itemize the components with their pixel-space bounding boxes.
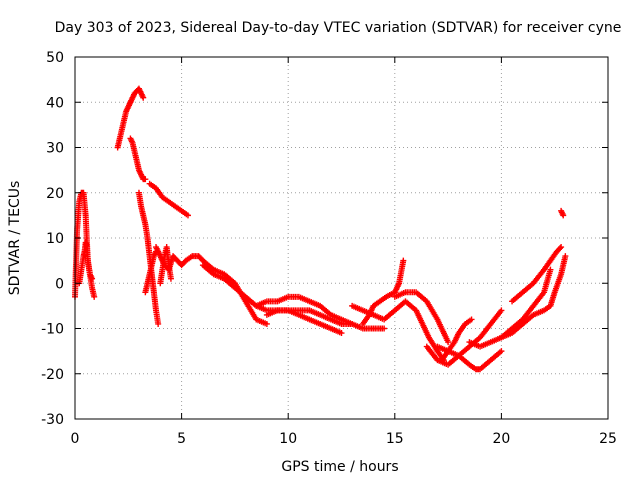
x-tick-label: 25 <box>599 431 617 447</box>
series-s5 <box>146 180 191 219</box>
series-s10 <box>199 257 270 327</box>
x-axis-label: GPS time / hours <box>281 459 398 475</box>
data-point <box>547 266 554 273</box>
data-point <box>400 257 407 264</box>
series-s13 <box>263 307 388 332</box>
y-tick-label: -10 <box>41 322 64 338</box>
data-point <box>155 320 162 327</box>
series-s2 <box>76 239 96 287</box>
axis-ticks: 0 5 10 15 20 25 -30 -20 -10 0 10 20 30 40 50 <box>41 50 617 447</box>
y-tick-label: 20 <box>46 186 64 202</box>
x-tick-label: 10 <box>279 431 297 447</box>
data-point <box>263 320 270 327</box>
series-s22 <box>509 244 565 305</box>
data-point <box>338 330 345 337</box>
x-tick-label: 0 <box>71 431 80 447</box>
series-s21 <box>498 253 569 341</box>
chart-title: Day 303 of 2023, Sidereal Day-to-day VTE… <box>55 20 622 36</box>
y-tick-label: 10 <box>46 231 64 247</box>
plot-frame <box>74 56 609 420</box>
series-s3 <box>114 85 147 151</box>
data-point <box>184 212 191 219</box>
data-point <box>89 275 96 282</box>
y-tick-label: -30 <box>41 412 64 428</box>
series-s4 <box>127 135 149 183</box>
data-point <box>468 316 475 323</box>
data-point <box>91 293 98 300</box>
y-tick-label: 40 <box>46 95 64 111</box>
data-point <box>167 275 174 282</box>
series-s14 <box>359 257 407 327</box>
y-tick-label: 0 <box>55 276 64 292</box>
data-point <box>498 307 505 314</box>
data-point <box>560 212 567 219</box>
data-point <box>381 325 388 332</box>
series-s19 <box>434 343 505 373</box>
y-tick-label: -20 <box>41 367 64 383</box>
x-tick-label: 15 <box>386 431 404 447</box>
grid-lines <box>75 57 608 419</box>
data-point <box>445 339 452 346</box>
x-tick-label: 5 <box>177 431 186 447</box>
data-point <box>562 253 569 260</box>
data-point <box>558 244 565 251</box>
series-s6 <box>135 189 162 327</box>
data-point <box>498 348 505 355</box>
data-point <box>140 94 147 101</box>
series-s23 <box>558 207 567 219</box>
data-points <box>72 85 569 373</box>
y-tick-label: 50 <box>46 50 64 66</box>
data-point <box>142 176 149 183</box>
series-s9 <box>157 244 174 287</box>
x-tick-label: 20 <box>492 431 510 447</box>
y-tick-label: 30 <box>46 141 64 157</box>
y-axis-label: SDTVAR / TECUs <box>7 181 23 296</box>
data-point <box>557 245 564 252</box>
series-s16 <box>391 289 452 346</box>
